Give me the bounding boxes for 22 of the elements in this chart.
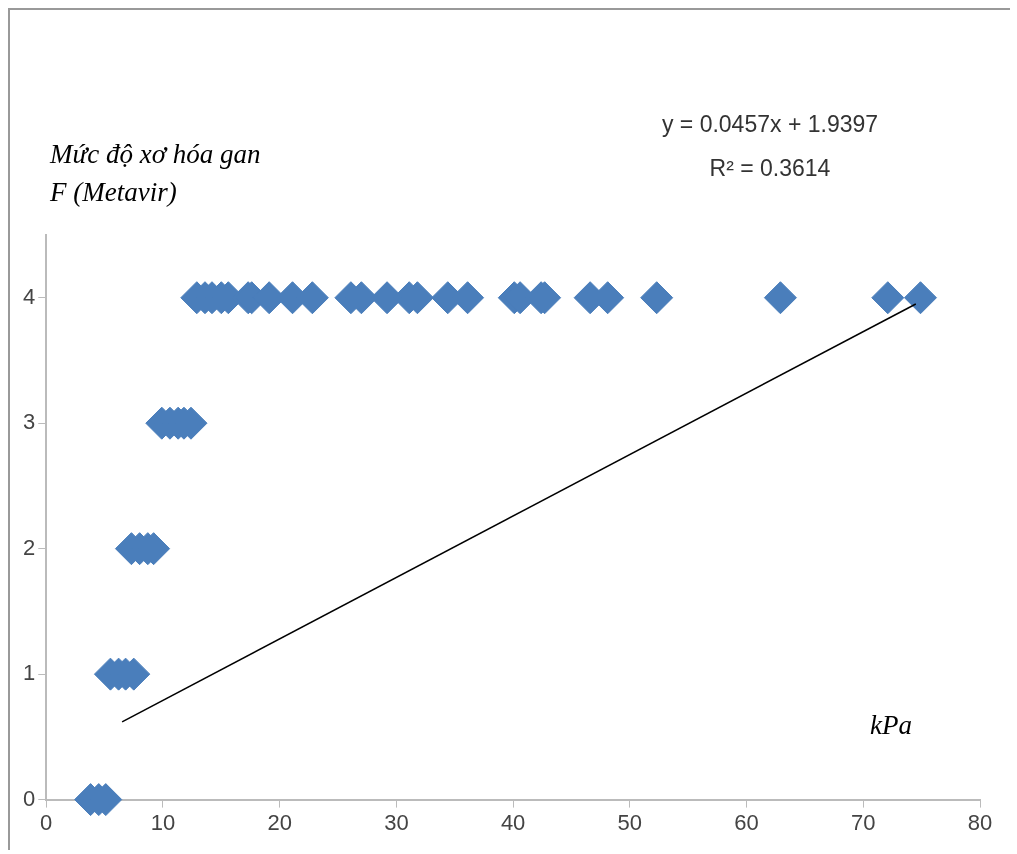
point <box>763 281 797 315</box>
y-tick-label: 3 <box>22 409 36 435</box>
point <box>871 281 905 315</box>
y-axis-title: Mức độ xơ hóa gan F (Metavir) <box>50 138 262 209</box>
x-tick-label: 50 <box>617 809 643 835</box>
x-tick-label: 80 <box>967 809 993 835</box>
y-tick-label: 1 <box>22 660 36 686</box>
y-tick-label: 0 <box>22 785 36 811</box>
x-tick-label: 70 <box>851 809 876 835</box>
x-axis-title: kPa <box>870 710 912 741</box>
x-tick-label: 0 <box>40 809 53 835</box>
x-tick-label: 20 <box>267 809 292 835</box>
point <box>640 281 674 315</box>
text: R² = 0.3614 <box>708 154 832 183</box>
text: y = 0.0457x + 1.9397 <box>660 110 880 139</box>
x-tick-label: 40 <box>500 809 526 835</box>
x-tick-label: 60 <box>734 809 759 835</box>
x-tick-label: 30 <box>384 809 409 835</box>
x-tick-label: 10 <box>150 809 176 835</box>
point <box>903 281 937 315</box>
y-tick-label: 4 <box>22 283 36 309</box>
y-tick-label: 2 <box>22 534 36 560</box>
